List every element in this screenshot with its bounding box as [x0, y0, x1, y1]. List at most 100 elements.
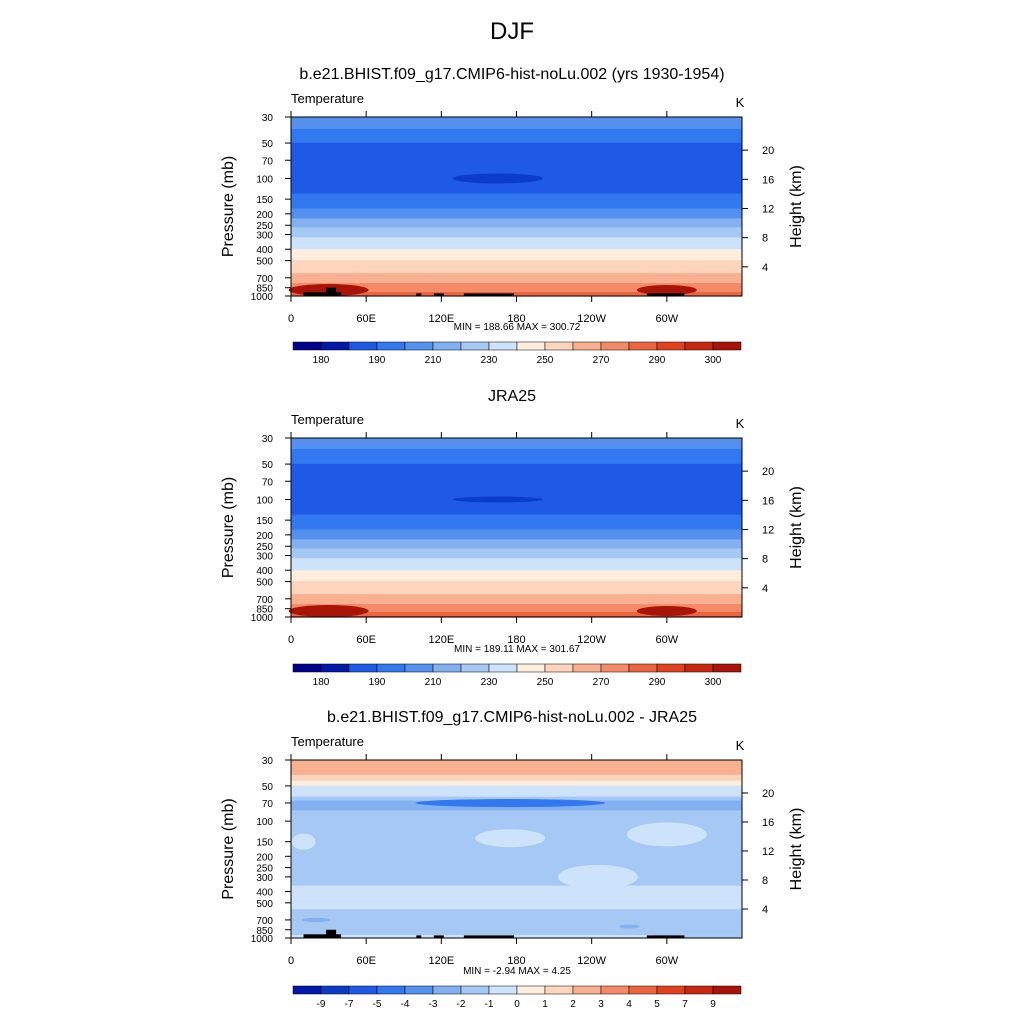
- contour-band: [291, 544, 742, 546]
- y-tick-label: 30: [262, 434, 274, 445]
- panel-title: JRA25: [488, 388, 536, 405]
- contour-band: [291, 794, 742, 797]
- contour-band: [291, 923, 742, 925]
- warm-diff-contour: [557, 864, 638, 889]
- contour-band: [291, 289, 742, 291]
- contour-band: [291, 525, 742, 528]
- contour-band: [291, 442, 742, 445]
- colorbar-swatch: [320, 341, 350, 351]
- contour-band: [291, 936, 742, 938]
- contour-band: [291, 451, 742, 454]
- y-tick-label: 1000: [251, 934, 274, 945]
- contour-band: [291, 488, 742, 491]
- contour-band: [291, 117, 742, 120]
- contour-band: [291, 122, 742, 125]
- contour-band: [291, 898, 742, 901]
- contour-band: [291, 818, 742, 820]
- contour-band: [291, 149, 742, 152]
- contour-band: [291, 119, 742, 122]
- contour-band: [291, 259, 742, 261]
- contour-band: [291, 856, 742, 859]
- contour-band: [291, 778, 742, 781]
- contour-band: [291, 925, 742, 927]
- y-tick-label: 850: [256, 926, 273, 937]
- colorbar-swatch: [656, 985, 686, 995]
- contour-band: [291, 237, 742, 239]
- y-tick-label: 50: [262, 139, 274, 150]
- colorbar-label: 250: [537, 355, 554, 366]
- contour-band: [291, 539, 742, 542]
- contour-band: [291, 244, 742, 246]
- contour-band: [291, 523, 742, 526]
- colorbar-swatch: [572, 663, 602, 673]
- contour-band: [291, 170, 742, 173]
- contour-band: [291, 490, 742, 493]
- contour-band: [291, 920, 742, 922]
- contour-band: [291, 233, 742, 235]
- cold-diff-contour: [415, 799, 606, 808]
- contour-band: [291, 125, 742, 128]
- contour-band: [291, 935, 742, 937]
- contour-band: [291, 575, 742, 577]
- cold-diff-contour: [654, 929, 742, 938]
- contour-band: [291, 243, 742, 245]
- panel-title: b.e21.BHIST.f09_g17.CMIP6-hist-noLu.002 …: [299, 66, 724, 83]
- contour-band: [291, 262, 742, 264]
- contour-band: [291, 566, 742, 568]
- contour-band: [291, 172, 742, 175]
- colorbar-swatch: [600, 985, 630, 995]
- contour-band: [291, 605, 742, 607]
- contour-band: [291, 929, 742, 931]
- contour-band: [291, 578, 742, 580]
- contour-band: [291, 541, 742, 544]
- contour-band: [291, 211, 742, 214]
- contour-band: [291, 550, 742, 552]
- topography-mask: [326, 287, 337, 296]
- contour-band: [291, 768, 742, 771]
- contour-band: [291, 277, 742, 279]
- contour-band: [291, 470, 742, 473]
- x-tick-label: 0: [288, 955, 294, 967]
- colorbar-swatch: [460, 663, 490, 673]
- contour-band: [291, 146, 742, 149]
- contour-band: [291, 828, 742, 830]
- colorbar-label: -2: [457, 999, 466, 1010]
- colorbar-swatch: [572, 341, 602, 351]
- contour-band: [291, 584, 742, 586]
- contour-band: [291, 502, 742, 505]
- contour-band: [291, 446, 742, 449]
- contour-band: [291, 456, 742, 459]
- contour-band: [291, 145, 742, 148]
- contour-band: [291, 880, 742, 883]
- colorbar-swatch: [684, 663, 714, 673]
- contour-band: [291, 481, 742, 484]
- contour-band: [291, 807, 742, 810]
- contour-band: [291, 855, 742, 858]
- contour-band: [291, 888, 742, 891]
- contour-band: [291, 151, 742, 154]
- contour-band: [291, 159, 742, 162]
- contour-band: [291, 876, 742, 879]
- contour-band: [291, 156, 742, 159]
- colorbar-label: -5: [373, 999, 382, 1010]
- contour-band: [291, 602, 742, 604]
- contour-band: [291, 210, 742, 213]
- colorbar-label: -3: [429, 999, 438, 1010]
- contour-band: [291, 246, 742, 248]
- colorbar-swatch: [656, 663, 686, 673]
- contour-band: [291, 449, 742, 452]
- contour-band: [291, 528, 742, 531]
- contour-band: [291, 476, 742, 479]
- contour-band: [291, 916, 742, 918]
- contour-band: [291, 930, 742, 932]
- min-max-stats: MIN = -2.94 MAX = 4.25: [463, 966, 571, 977]
- x-tick-label: 120W: [577, 313, 606, 325]
- x-tick-label: 60E: [356, 634, 376, 646]
- topography-mask: [463, 293, 514, 296]
- contour-band: [291, 546, 742, 548]
- x-tick-label: 0: [288, 634, 294, 646]
- contour-band: [291, 185, 742, 188]
- contour-band: [291, 153, 742, 156]
- y2-tick-label: 16: [762, 495, 774, 507]
- contour-band: [291, 918, 742, 920]
